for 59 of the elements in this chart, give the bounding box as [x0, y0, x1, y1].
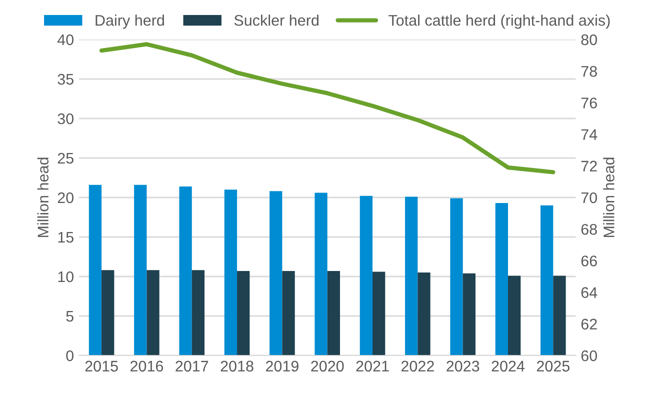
y-tick-label: 5: [66, 311, 74, 322]
y2-tick-label: 72: [581, 160, 597, 172]
y2-tick-label: 76: [581, 98, 597, 108]
y2-tick-label: 62: [581, 318, 597, 330]
bar: [540, 205, 554, 356]
bar: [462, 273, 476, 356]
y2-axis-title: Million head: [603, 158, 614, 238]
bar: [88, 184, 102, 356]
y-tick-label: 35: [58, 74, 74, 85]
x-tick-label: 2016: [130, 360, 164, 372]
y-tick-label: 0: [66, 350, 74, 362]
y-tick-label: 20: [58, 192, 74, 204]
bar: [327, 270, 340, 356]
bar: [360, 196, 373, 356]
x-tick-label: 2022: [401, 360, 434, 372]
line-series: [99, 42, 556, 174]
bar: [192, 270, 205, 356]
x-tick-label: 2017: [176, 360, 208, 372]
bar: [553, 276, 566, 356]
legend-label: Total cattle herd (right-hand axis): [388, 14, 610, 29]
bar: [134, 184, 147, 356]
bar: [146, 270, 160, 356]
bar: [450, 198, 463, 356]
legend-label: Suckler herd: [234, 14, 318, 26]
x-tick-label: 2015: [85, 360, 118, 372]
y-tick-label: 40: [57, 34, 74, 46]
bar: [282, 270, 295, 356]
x-tick-label: 2018: [220, 360, 254, 372]
y2-tick-label: 60: [581, 350, 598, 362]
y-tick-label: 30: [58, 113, 74, 124]
bar: [237, 270, 250, 356]
y-tick-label: 25: [58, 152, 74, 164]
bar: [418, 272, 430, 356]
y-tick-label: 10: [58, 271, 74, 282]
y2-tick-label: 78: [581, 66, 597, 77]
bar: [405, 196, 418, 356]
legend-label: Dairy herd: [96, 14, 164, 29]
bar: [102, 270, 114, 356]
x-tick-label: 2024: [492, 360, 525, 372]
y2-tick-label: 74: [581, 129, 598, 140]
y2-tick-label: 64: [581, 287, 598, 298]
bar: [495, 203, 508, 356]
bar: [372, 272, 386, 356]
bar: [224, 190, 238, 356]
bar: [179, 186, 192, 356]
y-tick-label: 15: [58, 232, 74, 243]
y2-tick-label: 80: [581, 34, 598, 46]
y2-tick-label: 68: [581, 224, 597, 235]
x-tick-label: 2023: [446, 360, 480, 372]
y2-tick-label: 66: [581, 256, 597, 266]
bar: [314, 192, 328, 356]
x-tick-label: 2019: [266, 360, 298, 372]
bar: [270, 191, 282, 356]
x-tick-label: 2020: [311, 360, 344, 372]
bar: [508, 276, 521, 356]
y-axis-title: Million head: [37, 158, 49, 238]
y2-tick-label: 70: [581, 192, 598, 204]
x-tick-label: 2021: [356, 360, 389, 372]
x-tick-label: 2025: [536, 360, 570, 372]
